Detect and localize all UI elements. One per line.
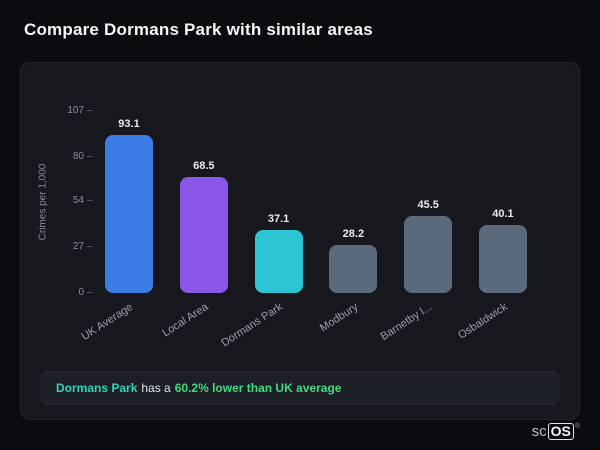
page-title: Compare Dormans Park with similar areas bbox=[24, 20, 373, 39]
y-tick-mark bbox=[87, 155, 93, 157]
bar-value-label: 37.1 bbox=[267, 212, 290, 225]
y-tick-label: 80 bbox=[72, 150, 84, 162]
y-tick-mark bbox=[87, 246, 93, 248]
bar-column: 45.5 Barnetby l... bbox=[379, 111, 457, 343]
bar bbox=[179, 176, 228, 293]
summary-stat: 60.2% lower than UK average bbox=[174, 381, 342, 395]
y-axis-title: Crimes per 1,000 bbox=[37, 163, 49, 241]
y-tick-mark bbox=[87, 110, 93, 111]
bar bbox=[105, 134, 153, 293]
x-axis-label: Local Area bbox=[160, 301, 211, 340]
x-axis-label: Dormans Park bbox=[219, 301, 286, 350]
scos-logo: sc OS ® bbox=[532, 423, 580, 441]
bar-column: 37.1 Dormans Park bbox=[220, 111, 308, 349]
bar bbox=[329, 245, 378, 293]
bar bbox=[404, 215, 453, 293]
bar-column: 68.5 Local Area bbox=[160, 111, 233, 339]
logo-text-os: OS bbox=[547, 423, 574, 440]
summary-banner: Dormans Park has a 60.2% lower than UK a… bbox=[41, 371, 559, 405]
bars-group: 93.1 UK Average 68.5 Local Area 37.1 Dormans … bbox=[80, 111, 536, 349]
bar-value-label: 40.1 bbox=[492, 207, 514, 220]
bar-value-label: 45.5 bbox=[417, 198, 439, 211]
y-tick-label: 27 bbox=[72, 241, 84, 253]
x-axis-label: UK Average bbox=[79, 301, 136, 343]
bar-value-label: 93.1 bbox=[118, 117, 140, 130]
bar bbox=[478, 224, 527, 293]
bar bbox=[254, 229, 303, 293]
bar-value-label: 28.2 bbox=[342, 228, 365, 241]
x-axis-label: Barnetby l... bbox=[378, 301, 435, 344]
y-tick-mark bbox=[87, 292, 93, 293]
logo-text-sc: sc bbox=[531, 423, 547, 440]
bar-column: 28.2 Modbury bbox=[317, 111, 382, 334]
x-axis-label: Osbaldwick bbox=[455, 301, 510, 342]
registered-trademark-icon: ® bbox=[574, 423, 580, 430]
y-tick-label: 0 bbox=[78, 287, 84, 298]
plot-area: 93.1 UK Average 68.5 Local Area 37.1 Dormans … bbox=[67, 105, 536, 349]
y-tick-label: 107 bbox=[67, 105, 84, 116]
chart-card: Crimes per 1,000 93.1 UK Average 68.5 Local… bbox=[20, 62, 580, 420]
y-tick-label: 54 bbox=[72, 195, 84, 207]
y-tick-mark bbox=[87, 200, 93, 202]
bar-column: 40.1 Osbaldwick bbox=[456, 111, 532, 342]
bar-column: 93.1 UK Average bbox=[80, 111, 158, 343]
x-axis-label: Modbury bbox=[317, 301, 360, 335]
summary-area-name: Dormans Park bbox=[56, 381, 138, 395]
summary-middle-text: has a bbox=[141, 381, 171, 395]
bar-value-label: 68.5 bbox=[193, 159, 215, 172]
